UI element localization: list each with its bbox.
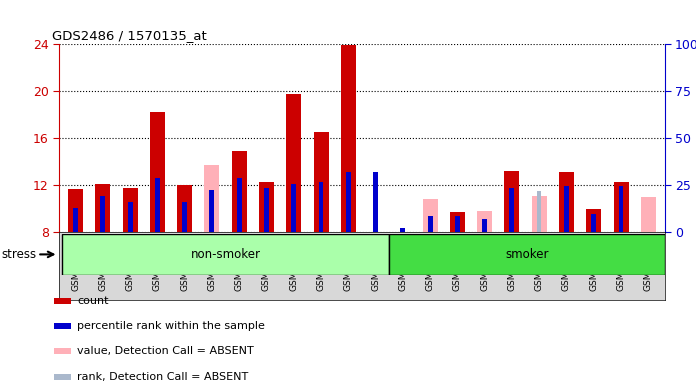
Text: rank, Detection Call = ABSENT: rank, Detection Call = ABSENT [77, 372, 248, 382]
Bar [155, 178, 160, 232]
Bar [150, 113, 165, 232]
Bar [122, 188, 138, 232]
Bar [264, 188, 269, 232]
Text: GSM101116: GSM101116 [644, 236, 653, 291]
Bar [641, 197, 656, 232]
Bar [291, 184, 296, 232]
Bar [564, 187, 569, 232]
Bar [537, 191, 541, 232]
Bar [455, 216, 460, 232]
Text: smoker: smoker [505, 248, 548, 261]
Bar [422, 199, 438, 232]
Bar [237, 178, 242, 232]
Bar [477, 211, 492, 232]
Text: GSM101105: GSM101105 [344, 236, 353, 291]
Bar [54, 298, 71, 304]
Bar [532, 196, 547, 232]
Bar [586, 209, 601, 232]
Text: GSM101096: GSM101096 [98, 236, 107, 291]
Bar [482, 219, 487, 232]
Text: GSM101109: GSM101109 [453, 236, 462, 291]
Bar [509, 188, 514, 232]
Bar [313, 132, 329, 232]
Bar [592, 214, 596, 232]
Bar [319, 182, 324, 232]
Text: GSM101113: GSM101113 [562, 236, 571, 291]
Bar [54, 348, 71, 354]
Text: GSM101104: GSM101104 [317, 236, 326, 291]
Text: GDS2486 / 1570135_at: GDS2486 / 1570135_at [52, 29, 207, 42]
Bar [286, 94, 301, 232]
Text: GSM101100: GSM101100 [207, 236, 216, 291]
Text: GSM101098: GSM101098 [153, 236, 162, 291]
Bar [232, 151, 246, 232]
Bar [182, 202, 187, 232]
Text: percentile rank within the sample: percentile rank within the sample [77, 321, 265, 331]
Text: GSM101102: GSM101102 [262, 236, 271, 291]
Text: GSM101106: GSM101106 [371, 236, 380, 291]
Text: GSM101111: GSM101111 [507, 236, 516, 291]
Text: count: count [77, 296, 109, 306]
Bar [427, 216, 432, 232]
Text: GSM101099: GSM101099 [180, 236, 189, 291]
Bar [614, 182, 628, 232]
Bar [68, 189, 83, 232]
Text: non-smoker: non-smoker [191, 248, 260, 261]
Bar [209, 190, 214, 232]
Bar [450, 212, 465, 232]
Bar [346, 172, 351, 232]
Text: GSM101103: GSM101103 [290, 236, 298, 291]
Text: GSM101108: GSM101108 [426, 236, 434, 291]
Bar [54, 323, 71, 329]
Bar [341, 45, 356, 232]
Text: value, Detection Call = ABSENT: value, Detection Call = ABSENT [77, 346, 254, 356]
Bar [619, 187, 624, 232]
Bar [559, 172, 574, 232]
Text: GSM101114: GSM101114 [590, 236, 599, 291]
Bar [54, 374, 71, 380]
Bar [505, 171, 519, 232]
Text: stress: stress [1, 248, 36, 261]
Bar [259, 182, 274, 232]
Bar [373, 172, 378, 232]
Text: GSM101097: GSM101097 [125, 236, 134, 291]
Text: GSM101110: GSM101110 [480, 236, 489, 291]
Text: GSM101107: GSM101107 [398, 236, 407, 291]
Bar [209, 190, 214, 232]
Bar [100, 196, 105, 232]
Text: GSM101101: GSM101101 [235, 236, 244, 291]
Bar [205, 165, 219, 232]
Bar [127, 202, 132, 232]
Text: GSM101112: GSM101112 [535, 236, 544, 291]
Bar [95, 184, 110, 232]
Bar [400, 228, 405, 232]
Bar [389, 234, 665, 275]
Text: GSM101095: GSM101095 [71, 236, 80, 291]
Bar [62, 234, 389, 275]
Bar [177, 185, 192, 232]
Text: GSM101115: GSM101115 [617, 236, 626, 291]
Bar [73, 208, 78, 232]
